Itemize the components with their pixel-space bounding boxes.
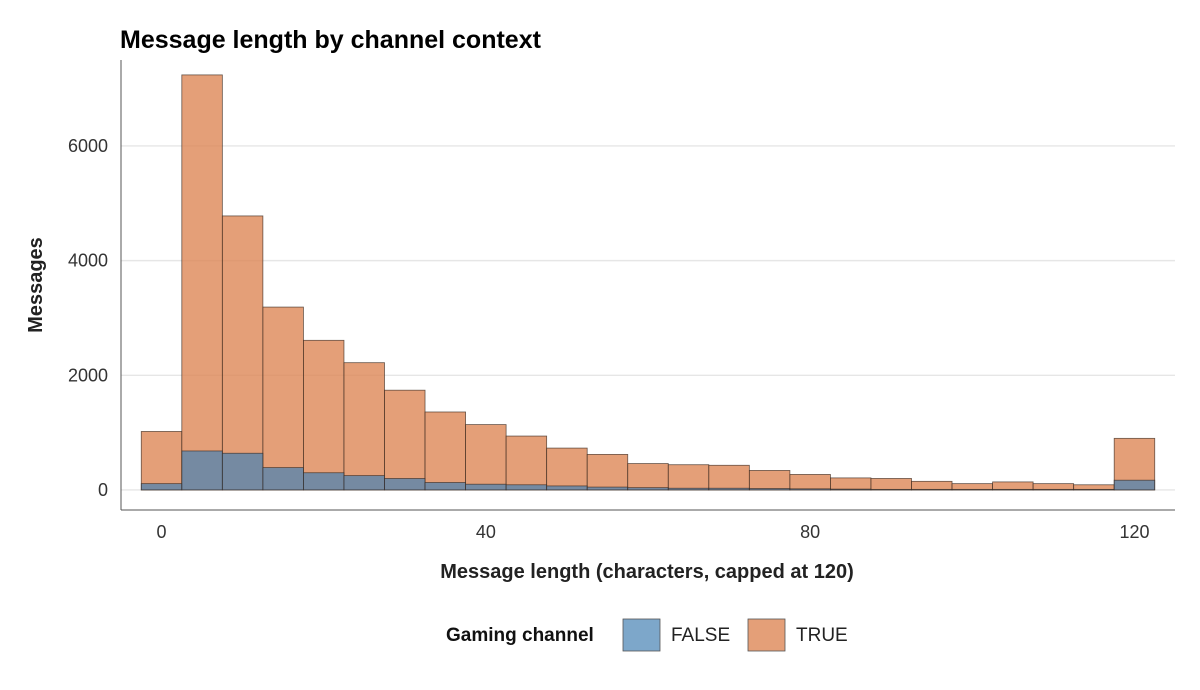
- bar-false-40: [465, 483, 507, 491]
- bar-true-50: [546, 447, 588, 491]
- legend-swatch-false: [622, 618, 661, 652]
- bar-true-40: [465, 424, 507, 491]
- y-tick-label: 2000: [68, 365, 108, 385]
- bar-false-85: [830, 488, 872, 491]
- bar-true-35: [424, 411, 466, 491]
- bar-true-60: [627, 463, 669, 491]
- bar-false-110: [1032, 488, 1075, 491]
- chart-title: Message length by channel context: [120, 26, 542, 54]
- y-tick-label: 6000: [68, 136, 108, 156]
- x-tick-label: 40: [476, 522, 496, 542]
- bar-true-85: [830, 477, 872, 491]
- bar-false-25: [343, 475, 385, 491]
- y-tick-labels: 0 2000 4000 6000: [68, 136, 108, 500]
- x-tick-label: 80: [800, 522, 820, 542]
- bar-false-5: [181, 450, 223, 491]
- legend: Gaming channel FALSE TRUE: [446, 618, 848, 652]
- bar-false-105: [992, 488, 1034, 491]
- bar-false-20: [303, 472, 345, 491]
- bar-false-70: [708, 487, 750, 491]
- bars-group: [140, 74, 1156, 491]
- bar-false-55: [586, 486, 629, 491]
- bar-false-35: [424, 482, 466, 491]
- bar-false-15: [262, 467, 304, 491]
- y-tick-label: 4000: [68, 251, 108, 271]
- bar-true-65: [667, 464, 710, 491]
- legend-title: Gaming channel: [446, 625, 594, 646]
- x-tick-label: 120: [1119, 522, 1149, 542]
- bar-false-30: [384, 478, 426, 491]
- x-axis-title: Message length (characters, capped at 12…: [440, 561, 854, 583]
- bar-false-95: [911, 488, 953, 491]
- legend-label-false: FALSE: [671, 625, 730, 646]
- bar-true-10: [221, 215, 264, 491]
- bar-true-105: [992, 481, 1034, 491]
- x-tick-labels: 0 40 80 120: [157, 522, 1150, 542]
- bar-false-65: [667, 487, 710, 491]
- bar-false-45: [505, 484, 548, 491]
- bar-true-80: [789, 474, 831, 491]
- bar-false-0: [140, 483, 183, 491]
- bar-true-95: [911, 480, 953, 491]
- bar-true-20: [303, 339, 345, 491]
- bar-false-50: [546, 485, 588, 491]
- bar-true-70: [708, 464, 750, 491]
- bar-false-80: [789, 488, 831, 491]
- bar-true-90: [870, 478, 912, 491]
- bar-false-100: [951, 488, 993, 491]
- bar-true-25: [343, 362, 385, 491]
- bar-true-45: [505, 435, 548, 491]
- y-axis-title: Messages: [25, 237, 47, 333]
- bar-false-60: [627, 487, 669, 491]
- legend-swatch-true: [747, 618, 786, 652]
- legend-label-true: TRUE: [796, 625, 848, 646]
- bar-true-15: [262, 306, 304, 491]
- bar-true-5: [181, 74, 223, 491]
- bar-true-0: [140, 431, 183, 491]
- bar-true-75: [748, 470, 791, 491]
- bar-false-10: [221, 452, 264, 491]
- x-tick-label: 0: [157, 522, 167, 542]
- bar-true-55: [586, 453, 629, 491]
- bar-false-90: [870, 488, 912, 491]
- bar-false-75: [748, 488, 791, 491]
- bar-false-120: [1113, 479, 1156, 491]
- bar-false-115: [1073, 488, 1115, 491]
- y-tick-label: 0: [98, 480, 108, 500]
- bar-true-30: [384, 389, 426, 491]
